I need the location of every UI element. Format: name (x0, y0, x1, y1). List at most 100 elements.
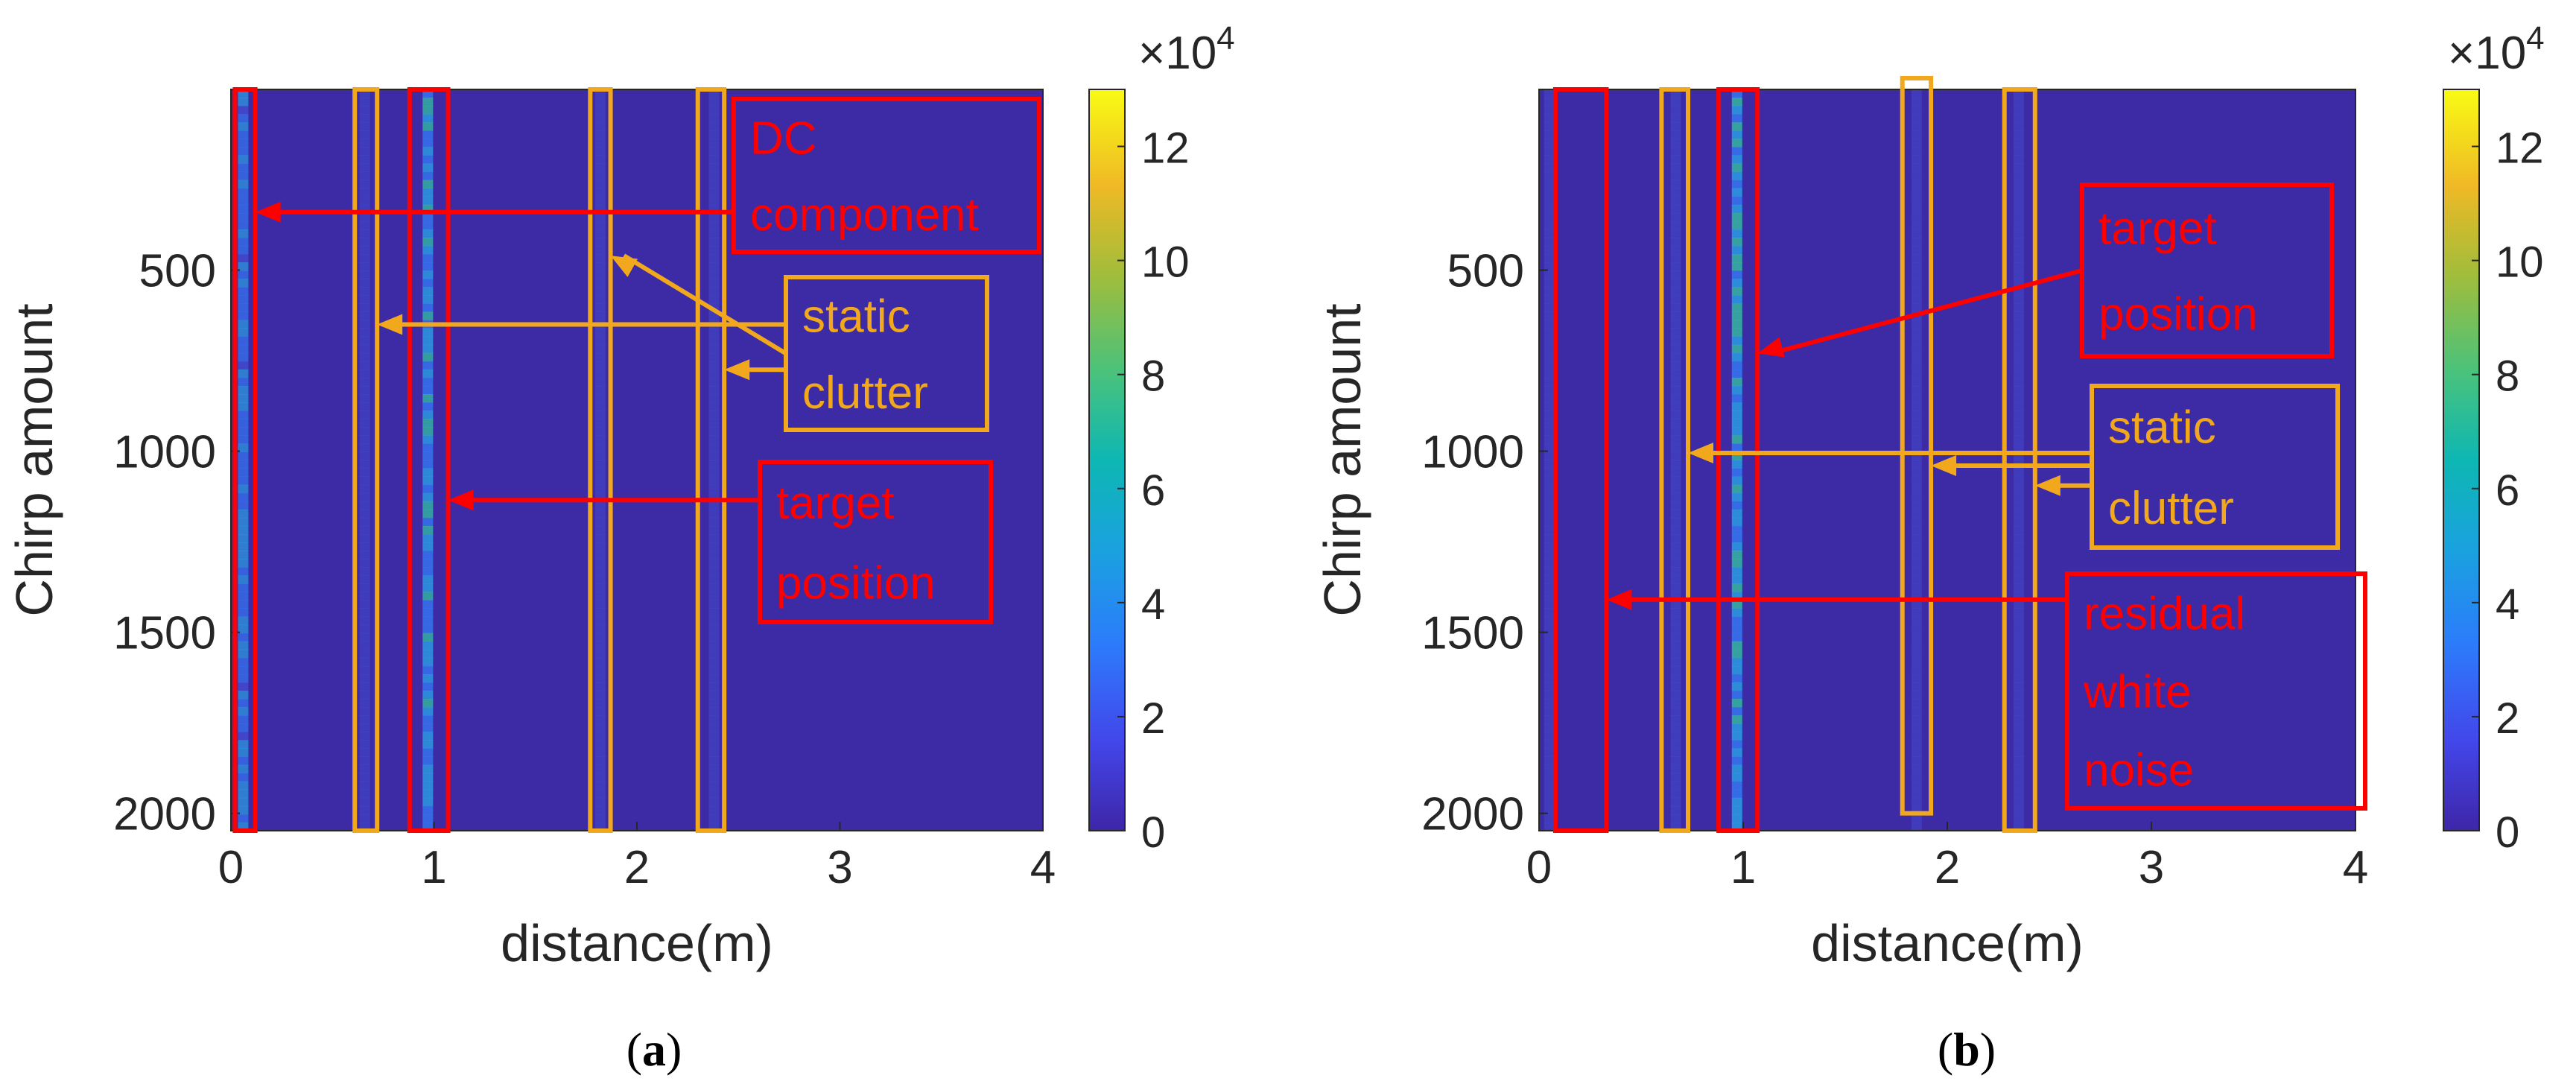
energy-cell (708, 147, 720, 156)
colorbar-tick-label: 0 (1141, 808, 1165, 857)
energy-cell (359, 559, 370, 568)
highlight-box (695, 87, 727, 833)
energy-cell (238, 682, 249, 691)
energy-cell (1670, 287, 1681, 296)
energy-cell (1670, 691, 1681, 700)
energy-cell (359, 98, 370, 107)
energy-cell (238, 311, 249, 321)
energy-cell (1731, 130, 1742, 139)
highlight-box (2002, 87, 2037, 833)
energy-cell (359, 419, 370, 428)
energy-cell (238, 320, 249, 329)
energy-cell (708, 114, 720, 123)
energy-cell (1544, 122, 1555, 131)
energy-cell (594, 212, 606, 222)
energy-cell (1544, 460, 1555, 469)
energy-cell (2013, 369, 2024, 378)
energy-cell (2013, 633, 2024, 642)
energy-cell (422, 369, 434, 378)
energy-cell (422, 427, 434, 436)
energy-cell (1731, 204, 1742, 214)
y-tick-label: 500 (139, 246, 216, 297)
energy-cell (594, 682, 606, 691)
energy-cell (1731, 344, 1742, 354)
energy-cell (2013, 501, 2024, 510)
energy-cell (2013, 608, 2024, 618)
energy-cell (238, 624, 249, 634)
annotation: static clutter (1688, 384, 2340, 550)
energy-cell (1731, 773, 1742, 782)
energy-cell (1544, 196, 1555, 206)
energy-cell (359, 204, 370, 214)
colorbar-tick-label: 10 (2496, 238, 2544, 287)
energy-cell (594, 402, 606, 411)
energy-cell (2013, 163, 2024, 173)
energy-cell (1911, 732, 1922, 741)
energy-cell (422, 246, 434, 255)
energy-cell (1911, 608, 1922, 618)
energy-cell (594, 361, 606, 370)
energy-cell (594, 797, 606, 807)
energy-cell (422, 328, 434, 337)
caption-b: (b) (1938, 1023, 1996, 1076)
energy-cell (1731, 419, 1742, 428)
energy-cell (2013, 419, 2024, 428)
energy-cell (359, 583, 370, 592)
energy-cell (1731, 542, 1742, 551)
colorbar-tick-label: 2 (1141, 694, 1165, 743)
energy-cell (359, 386, 370, 395)
energy-cell (2013, 789, 2024, 799)
energy-cell (594, 196, 606, 206)
energy-cell (2013, 171, 2024, 181)
energy-cell (1670, 805, 1681, 815)
annotation: residual white noise (1606, 571, 2367, 811)
energy-cell (1544, 311, 1555, 321)
energy-cell (1670, 674, 1681, 683)
energy-cell (594, 551, 606, 560)
energy-cell (1911, 377, 1922, 387)
energy-cell (238, 657, 249, 667)
energy-cell (359, 674, 370, 683)
energy-cell (1911, 328, 1922, 337)
energy-cell (1731, 212, 1742, 222)
energy-cell (238, 411, 249, 419)
energy-cell (238, 699, 249, 708)
y-axis-label-a: Chirp amount (5, 303, 63, 616)
energy-cell (238, 583, 249, 592)
energy-cell (1731, 402, 1742, 411)
energy-cell (1911, 171, 1922, 181)
energy-cell (1731, 781, 1742, 790)
energy-cell (422, 674, 434, 683)
energy-cell (594, 805, 606, 815)
energy-cell (594, 451, 606, 460)
energy-cell (1731, 320, 1742, 329)
energy-cell (2013, 188, 2024, 197)
annotation-arrow-head (1757, 337, 1785, 358)
energy-cell (1544, 822, 1555, 831)
colorbar-exponent-power-a: 4 (1216, 20, 1234, 57)
energy-cell (708, 221, 720, 230)
energy-cell (708, 386, 720, 395)
energy-cell (422, 262, 434, 271)
energy-cell (708, 254, 720, 263)
energy-cell (238, 781, 249, 790)
energy-cell (708, 814, 720, 823)
energy-cell (1731, 583, 1742, 592)
caption-letter-b: b (1953, 1023, 1980, 1076)
energy-cell (1670, 155, 1681, 164)
energy-cell (1731, 789, 1742, 799)
energy-cell (422, 699, 434, 708)
energy-cell (708, 501, 720, 510)
energy-cell (359, 707, 370, 716)
energy-cell (1544, 674, 1555, 683)
energy-cell (359, 641, 370, 650)
energy-cell (1670, 89, 1681, 98)
energy-cell (594, 707, 606, 716)
energy-cell (594, 411, 606, 419)
energy-cell (1731, 114, 1742, 123)
energy-cell (594, 641, 606, 650)
energy-cell (1731, 188, 1742, 197)
energy-cell (594, 435, 606, 444)
energy-cell (708, 822, 720, 831)
energy-cell (238, 279, 249, 288)
